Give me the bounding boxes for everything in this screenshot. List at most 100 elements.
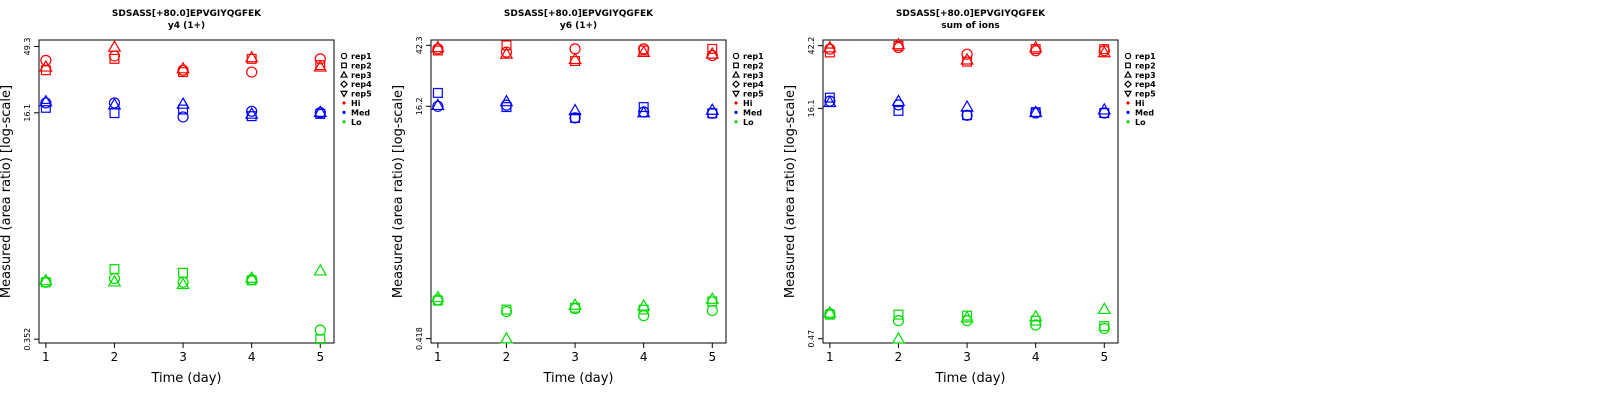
data-point <box>39 94 53 107</box>
data-point <box>568 103 582 116</box>
data-point <box>313 263 328 276</box>
y-tick-label: 0.418 <box>415 327 424 350</box>
data-point <box>893 105 904 116</box>
x-tick-label: 2 <box>895 350 903 364</box>
data-point <box>176 277 190 290</box>
data-point <box>108 50 121 62</box>
series-med-rep1 <box>40 97 326 123</box>
data-point <box>1097 302 1112 315</box>
series-med-rep3 <box>823 94 1112 118</box>
legend-marker-rep1 <box>340 52 348 60</box>
data-point <box>1097 102 1112 115</box>
data-point <box>432 100 444 112</box>
x-tick-label: 3 <box>179 350 187 364</box>
x-axis-label: Time (day) <box>934 371 1005 386</box>
data-point <box>432 295 443 306</box>
data-point <box>501 304 512 315</box>
data-point <box>40 276 52 288</box>
legend-dot-hi <box>1126 101 1130 105</box>
data-point <box>1028 309 1043 322</box>
legend-marker-rep3 <box>339 70 349 78</box>
data-point <box>107 39 122 52</box>
legend-label-rep1: rep1 <box>743 52 764 61</box>
legend-dot-lo <box>734 120 738 124</box>
legend-marker-rep5 <box>731 90 741 98</box>
data-point <box>570 112 581 123</box>
data-point <box>1099 321 1110 332</box>
data-point <box>246 66 258 78</box>
data-point <box>891 37 906 50</box>
data-point <box>178 104 189 115</box>
data-point <box>1099 108 1110 119</box>
x-tick-label: 3 <box>571 350 579 364</box>
data-point <box>431 40 445 53</box>
data-point <box>315 334 326 345</box>
chart-panel-2: SDSASS[+80.0]EPVGIYQGFEK y6 (1+) 1 2 3 4 5 Time… <box>391 9 764 386</box>
data-point <box>962 110 973 121</box>
x-axis-label: Time (day) <box>150 371 221 386</box>
legend-label-rep4: rep4 <box>1135 80 1156 89</box>
legend-marker-rep4 <box>1124 80 1132 89</box>
x-tick-label: 4 <box>248 350 256 364</box>
legend-label-rep3: rep3 <box>1135 71 1156 80</box>
legend-label-med: Med <box>1135 108 1154 117</box>
data-point <box>1097 45 1112 58</box>
series-lo-rep3 <box>39 263 328 290</box>
legend-dot-med <box>1126 110 1130 114</box>
data-point <box>39 273 53 286</box>
data-point <box>244 270 259 283</box>
data-point <box>705 102 720 115</box>
legend-label-med: Med <box>351 108 370 117</box>
data-point <box>177 64 189 76</box>
y-axis-label: Measured (area ratio) [log-scale] <box>0 85 14 298</box>
data-point <box>176 96 190 109</box>
series-lo-rep3 <box>823 302 1112 344</box>
series-med-rep3 <box>39 94 328 119</box>
y-axis-label: Measured (area ratio) [log-scale] <box>391 85 406 298</box>
data-point <box>314 324 326 336</box>
y-tick-label: 42.3 <box>415 36 424 54</box>
plot-frame <box>822 39 1119 344</box>
data-point <box>823 95 837 108</box>
x-tick-label: 4 <box>1032 350 1040 364</box>
legend-label-rep2: rep2 <box>1135 61 1156 70</box>
data-point <box>960 99 974 112</box>
data-point <box>707 108 718 119</box>
data-point <box>824 47 835 58</box>
legend-label-lo: Lo <box>743 118 754 127</box>
x-tick-label: 3 <box>963 350 971 364</box>
data-point <box>1028 105 1043 118</box>
chart-subtitle: y6 (1+) <box>560 21 597 31</box>
legend-label-lo: Lo <box>1135 118 1146 127</box>
legend-label-lo: Lo <box>351 118 362 127</box>
data-point <box>893 309 904 320</box>
legend-label-rep2: rep2 <box>351 61 372 70</box>
series-hi-rep3 <box>823 37 1112 65</box>
legend-marker-rep4 <box>732 80 740 89</box>
data-point <box>823 40 837 53</box>
x-tick-label: 1 <box>826 350 834 364</box>
x-tick-label: 5 <box>1100 350 1108 364</box>
x-axis-label: Time (day) <box>542 371 613 386</box>
legend-marker-rep3 <box>731 70 741 78</box>
series-hi-rep2 <box>40 53 326 78</box>
legend-dot-lo <box>1126 120 1130 124</box>
legend-marker-rep2 <box>733 62 739 69</box>
series-hi-rep1 <box>432 43 718 62</box>
x-tick-label: 2 <box>111 350 119 364</box>
data-point <box>107 97 122 110</box>
data-point <box>107 274 122 287</box>
legend-marker-rep5 <box>339 90 349 98</box>
series-med-rep3 <box>431 94 720 118</box>
legend-marker-rep1 <box>732 52 740 60</box>
legend-dot-hi <box>342 101 346 105</box>
y-tick-label: 0.47 <box>807 330 816 348</box>
chart-title: SDSASS[+80.0]EPVGIYQGFEK <box>896 9 1046 19</box>
data-point <box>109 108 120 119</box>
y-tick-label: 49.3 <box>23 38 32 56</box>
legend-dot-med <box>342 110 346 114</box>
data-point <box>568 52 582 65</box>
data-point <box>499 331 514 344</box>
legend-marker-rep3 <box>1123 70 1133 78</box>
